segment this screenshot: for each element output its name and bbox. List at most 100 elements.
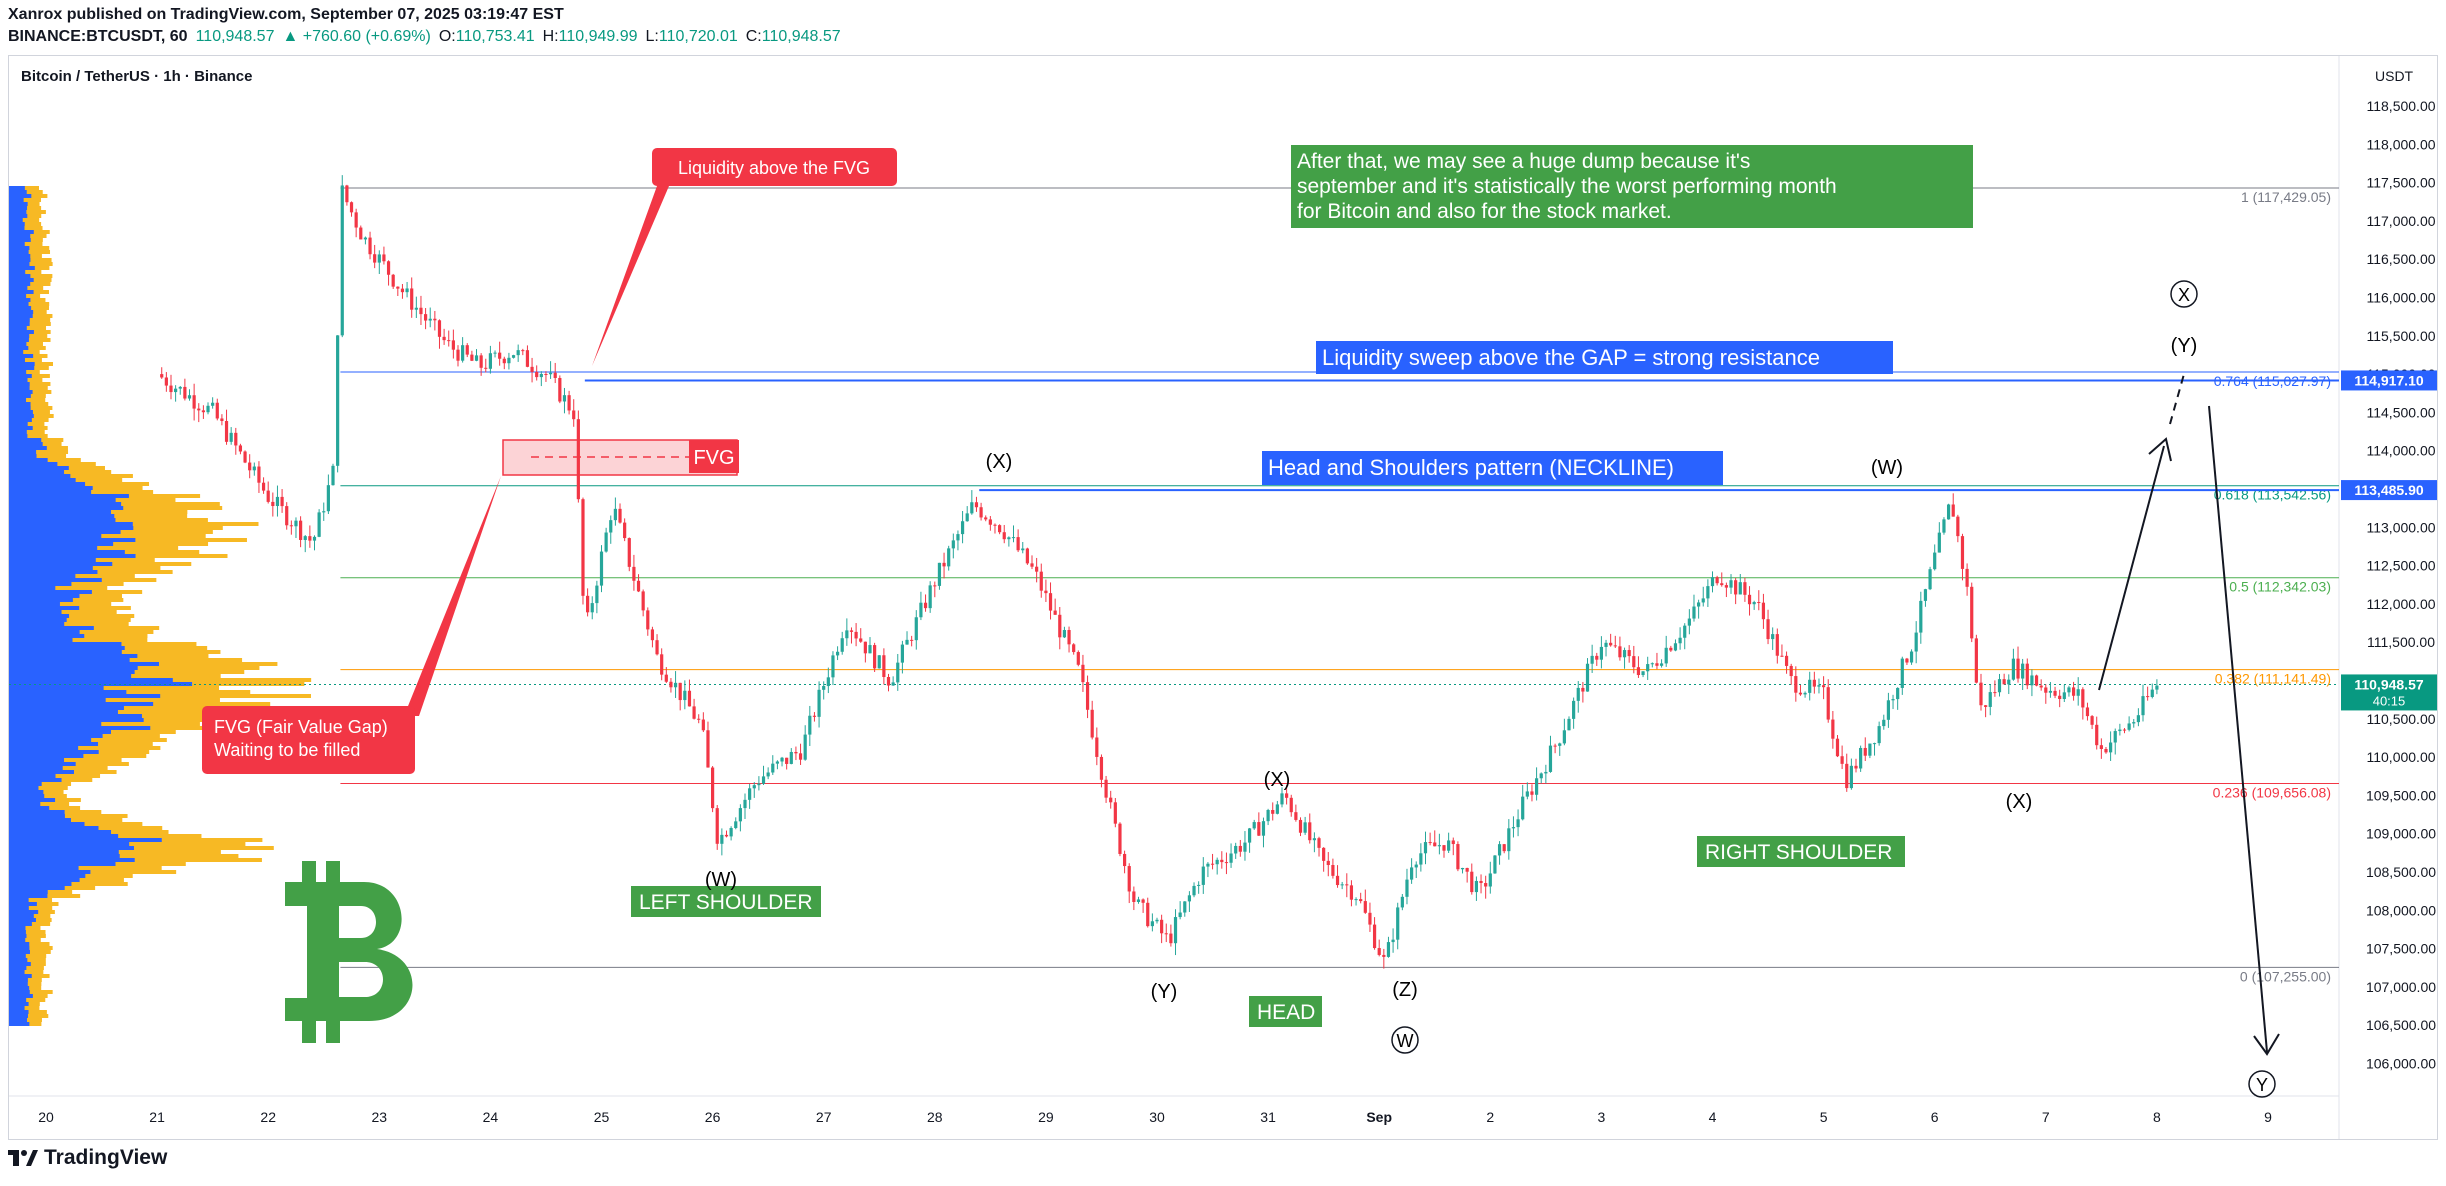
volume-bar-buy <box>9 698 106 702</box>
candle-body <box>1599 646 1603 660</box>
candle-body <box>1298 819 1303 833</box>
candle-body <box>211 402 215 406</box>
candle-body <box>1872 743 1877 745</box>
volume-bar-buy <box>9 286 28 290</box>
volume-bar-buy <box>9 482 86 486</box>
candle-body <box>2053 690 2057 696</box>
candle-body <box>1183 901 1187 913</box>
candle-body <box>535 371 539 378</box>
candle-body <box>1993 692 1997 694</box>
projection-down-line <box>2208 405 2268 1053</box>
time-tick-label: 4 <box>1709 1109 1717 1125</box>
candle-body <box>1377 948 1381 955</box>
candle-body <box>447 340 451 342</box>
candle-body <box>423 314 428 321</box>
candle-body <box>261 482 266 491</box>
volume-bar-buy <box>9 994 33 998</box>
volume-bar-buy <box>9 802 41 806</box>
volume-bar-buy <box>9 602 60 606</box>
candle-body <box>1729 580 1733 588</box>
candle-body <box>1632 656 1636 668</box>
price-tick-label: 106,000.00 <box>2366 1056 2436 1072</box>
candle-body <box>590 603 594 613</box>
volume-bar-buy <box>9 202 28 206</box>
candle-body <box>2034 675 2039 686</box>
candle-body <box>822 686 826 690</box>
candle-body <box>2007 679 2011 685</box>
volume-bar-buy <box>9 822 85 826</box>
candle-body <box>910 639 914 641</box>
volume-bar-buy <box>9 574 76 578</box>
volume-bar-sell <box>9 934 46 938</box>
volume-bar-buy <box>9 950 30 954</box>
volume-bar-buy <box>9 318 30 322</box>
candle-body <box>655 640 659 655</box>
left-shoulder-label: LEFT SHOULDER <box>639 891 813 914</box>
candle-body <box>2104 748 2108 753</box>
volume-bar-sell <box>9 434 48 438</box>
candle-body <box>1831 719 1835 739</box>
time-tick-label: 2 <box>1486 1109 1494 1125</box>
volume-bar-buy <box>9 946 30 950</box>
candle-body <box>1025 548 1029 564</box>
candle-body <box>220 418 224 422</box>
price-tick-label: 107,500.00 <box>2366 941 2436 957</box>
candle-body <box>1428 842 1432 844</box>
candle-body <box>1507 828 1511 852</box>
candle-body <box>2002 679 2006 685</box>
candle-body <box>539 373 543 378</box>
candle-body <box>1868 743 1872 756</box>
candle-body <box>386 261 391 275</box>
candle-body <box>859 638 863 642</box>
candle-body <box>2025 663 2029 686</box>
candle-body <box>1016 537 1020 551</box>
candle-body <box>1701 598 1705 603</box>
time-tick-label: 21 <box>149 1109 165 1125</box>
volume-bar-buy <box>9 794 45 798</box>
low-label: L: <box>645 28 659 45</box>
volume-bar-sell <box>9 210 46 214</box>
candle-body <box>266 490 270 502</box>
candle-body <box>914 617 918 641</box>
volume-bar-buy <box>9 762 76 766</box>
candle-body <box>2085 707 2090 717</box>
tradingview-brand[interactable]: TradingView <box>8 1146 167 1170</box>
volume-bar-buy <box>9 414 34 418</box>
price-chart[interactable]: Bitcoin / TetherUS · 1h · Binance USDT 1… <box>9 56 2437 1139</box>
candle-body <box>521 350 525 352</box>
price-change: ▲ +760.60 (+0.69%) <box>282 28 431 45</box>
candle-body <box>345 185 349 203</box>
volume-bar-buy <box>9 706 124 710</box>
candle-body <box>609 520 613 533</box>
candle-body <box>336 335 340 466</box>
candle-body <box>1585 663 1590 692</box>
volume-bar-buy <box>9 782 42 786</box>
candle-body <box>697 718 701 720</box>
candle-body <box>461 345 465 361</box>
volume-bar-sell <box>9 430 45 434</box>
volume-bar-buy <box>9 590 92 594</box>
fvg-note-line1: FVG (Fair Value Gap) <box>214 717 388 737</box>
candle-body <box>192 395 196 409</box>
candle-body <box>368 237 372 255</box>
wave-label-x-top: (X) <box>986 451 1013 473</box>
candle-body <box>1030 563 1034 567</box>
volume-bar-buy <box>9 914 34 918</box>
candle-body <box>1252 822 1256 829</box>
candle-body <box>1363 901 1367 913</box>
chart-panel[interactable]: Bitcoin / TetherUS · 1h · Binance USDT 1… <box>8 55 2438 1140</box>
candle-body <box>1516 819 1520 828</box>
candle-body <box>183 386 187 399</box>
fvg-label-box <box>689 440 739 473</box>
volume-bar-sell <box>9 326 47 330</box>
candle-body <box>1178 912 1182 918</box>
volume-bar-buy <box>9 722 102 726</box>
projection-up-arrowhead <box>2148 437 2172 462</box>
volume-bar-buy <box>9 730 111 734</box>
candle-body <box>1891 699 1895 701</box>
candle-body <box>1835 738 1840 757</box>
fib-level-label: 0.5 (112,342.03) <box>2229 579 2331 595</box>
volume-bar-sell <box>9 262 53 266</box>
volume-bar-buy <box>9 734 103 738</box>
candle-body <box>1169 933 1173 944</box>
